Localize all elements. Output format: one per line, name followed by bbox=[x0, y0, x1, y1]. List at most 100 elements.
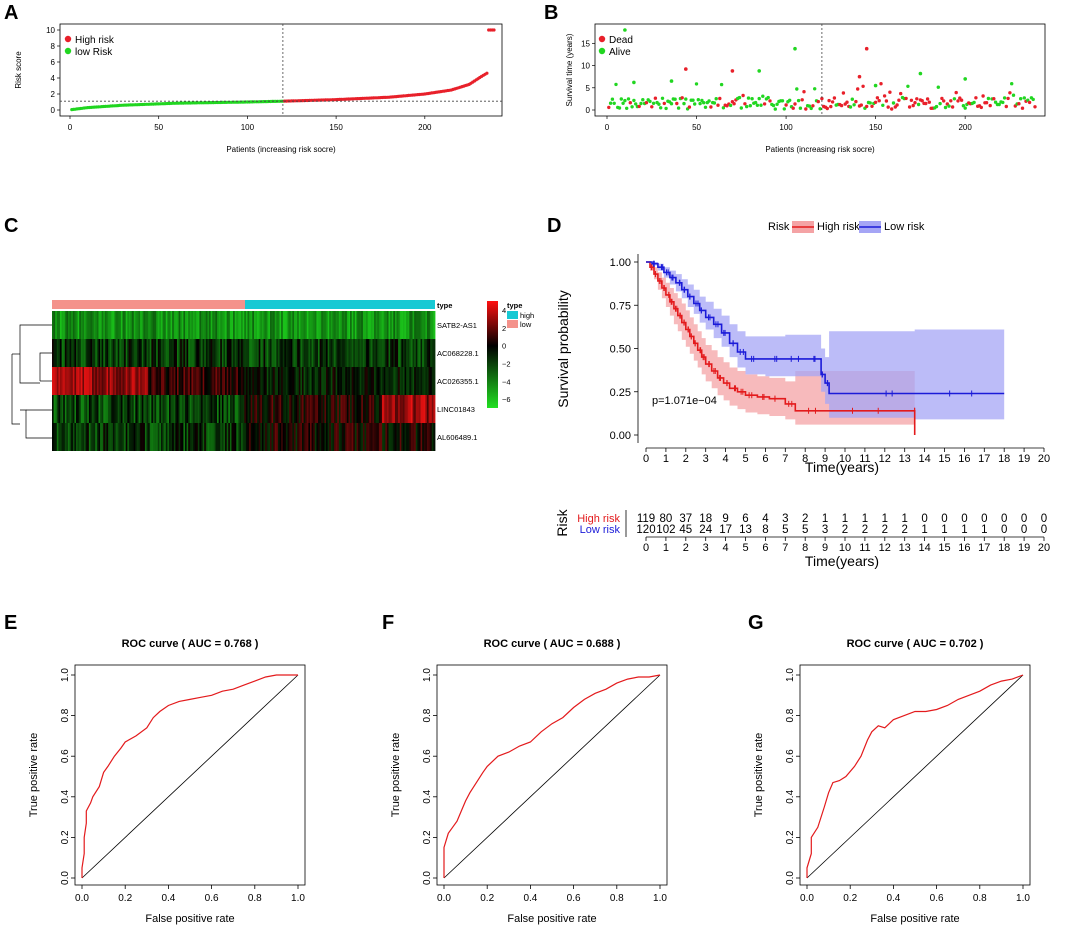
heatmap-cell bbox=[406, 367, 409, 395]
heatmap-cell bbox=[239, 423, 242, 451]
heatmap-cell bbox=[185, 367, 188, 395]
survival-status-point bbox=[906, 84, 910, 89]
heatmap-cell bbox=[140, 339, 143, 367]
heatmap-cell bbox=[335, 395, 338, 423]
heatmap-cell bbox=[156, 367, 159, 395]
heatmap-cell bbox=[327, 395, 330, 423]
heatmap-cell bbox=[369, 367, 372, 395]
heatmap-cell bbox=[422, 339, 425, 367]
heatmap-cell bbox=[72, 367, 75, 395]
heatmap-cell bbox=[76, 311, 79, 339]
heatmap-cell bbox=[327, 311, 330, 339]
heatmap-cell bbox=[95, 395, 98, 423]
heatmap-cell bbox=[415, 339, 418, 367]
heatmap-cell bbox=[410, 395, 413, 423]
kaplan-meier-plot: 0 1 2 3 4 5 6 7 8 9 10 11 12 13 14 15 16 17 18 19 20 0.000.2… bbox=[554, 221, 1050, 569]
heatmap-cell bbox=[292, 423, 295, 451]
heatmap-cell bbox=[87, 395, 90, 423]
heatmap-cell bbox=[364, 311, 367, 339]
heatmap-cell bbox=[82, 311, 85, 339]
heatmap-cell bbox=[140, 423, 143, 451]
heatmap-cell bbox=[109, 367, 112, 395]
heatmap-cell bbox=[138, 311, 141, 339]
risk-table-ticks: 0 1 2 3 4 5 6 7 8 9 10 11 12 13 14 15 16 17 18 19 20 bbox=[643, 537, 1050, 554]
heatmap-cell bbox=[159, 395, 162, 423]
heatmap-cell bbox=[167, 339, 170, 367]
heatmap-cell bbox=[53, 367, 56, 395]
heatmap-cell bbox=[225, 423, 228, 451]
risk-table-tick-label: 17 bbox=[978, 542, 990, 554]
survival-status-point bbox=[848, 105, 853, 109]
heatmap-cell bbox=[255, 339, 258, 367]
km-legend-high-label: High risk bbox=[817, 221, 860, 233]
heatmap-cell bbox=[64, 339, 67, 367]
heatmap-cell bbox=[149, 423, 152, 451]
heatmap-cell bbox=[95, 423, 98, 451]
heatmap-cell bbox=[63, 339, 66, 367]
heatmap-cell bbox=[298, 395, 301, 423]
risk-table-value: 2 bbox=[862, 524, 868, 536]
color-scale-tick-label: −2 bbox=[502, 359, 511, 368]
heatmap-cell bbox=[284, 395, 287, 423]
km-xtick-label: 4 bbox=[723, 453, 729, 465]
heatmap-cell bbox=[390, 311, 393, 339]
survival-status-point bbox=[825, 106, 829, 111]
heatmap-cell bbox=[412, 367, 415, 395]
heatmap-cell bbox=[104, 423, 107, 451]
heatmap-cell bbox=[144, 367, 147, 395]
survival-status-point bbox=[972, 100, 976, 105]
heatmap-cell bbox=[130, 339, 133, 367]
heatmap-cell bbox=[237, 339, 240, 367]
risk-table-tick-label: 15 bbox=[938, 542, 950, 554]
survival-status-point bbox=[664, 106, 668, 111]
survival-status-point bbox=[619, 97, 623, 101]
heatmap-cell bbox=[401, 311, 404, 339]
heatmap-cell bbox=[273, 311, 276, 339]
heatmap-cell bbox=[53, 395, 56, 423]
heatmap-cell bbox=[199, 339, 202, 367]
heatmap-cell bbox=[148, 395, 151, 423]
survival-status-xtick-label: 150 bbox=[869, 123, 883, 132]
heatmap-cell bbox=[340, 367, 343, 395]
heatmap-cell bbox=[284, 367, 287, 395]
heatmap-cell bbox=[412, 423, 415, 451]
heatmap-cell bbox=[324, 311, 327, 339]
heatmap-cell bbox=[326, 395, 329, 423]
heatmap-cell bbox=[293, 423, 296, 451]
heatmap-cell bbox=[274, 339, 277, 367]
heatmap-cell bbox=[277, 367, 280, 395]
roc-xtick-label: 1.0 bbox=[653, 893, 667, 904]
heatmap-cell bbox=[318, 367, 321, 395]
heatmap-cell bbox=[152, 395, 155, 423]
heatmap-cell bbox=[431, 367, 434, 395]
heatmap-cell bbox=[205, 311, 208, 339]
heatmap-cell bbox=[136, 395, 139, 423]
legend-low-risk-marker bbox=[64, 47, 72, 55]
heatmap-cell bbox=[61, 423, 64, 451]
heatmap-cell bbox=[345, 339, 348, 367]
heatmap-cell bbox=[141, 367, 144, 395]
survival-status-point bbox=[830, 100, 835, 104]
heatmap-cell bbox=[273, 423, 276, 451]
heatmap-cell bbox=[218, 367, 221, 395]
survival-status-point bbox=[927, 100, 931, 104]
heatmap-cell bbox=[87, 423, 90, 451]
heatmap-cell bbox=[223, 339, 226, 367]
heatmap-cell bbox=[217, 311, 220, 339]
heatmap-cell bbox=[58, 423, 61, 451]
heatmap-cell bbox=[220, 423, 223, 451]
heatmap-cell bbox=[342, 367, 345, 395]
heatmap-cell bbox=[301, 423, 304, 451]
heatmap-cells bbox=[52, 311, 436, 451]
heatmap-cell bbox=[159, 311, 162, 339]
heatmap-cell bbox=[71, 339, 74, 367]
heatmap-cell bbox=[165, 423, 168, 451]
roc-plot-g: ROC curve ( AUC = 0.702 )0.00.00.20.20.4… bbox=[753, 638, 1031, 925]
heatmap-cell bbox=[61, 339, 64, 367]
heatmap-cell bbox=[85, 423, 88, 451]
heatmap-cell bbox=[412, 395, 415, 423]
survival-status-point bbox=[981, 94, 985, 98]
heatmap-cell bbox=[234, 311, 237, 339]
survival-status-point bbox=[925, 97, 930, 101]
heatmap-cell bbox=[157, 367, 160, 395]
